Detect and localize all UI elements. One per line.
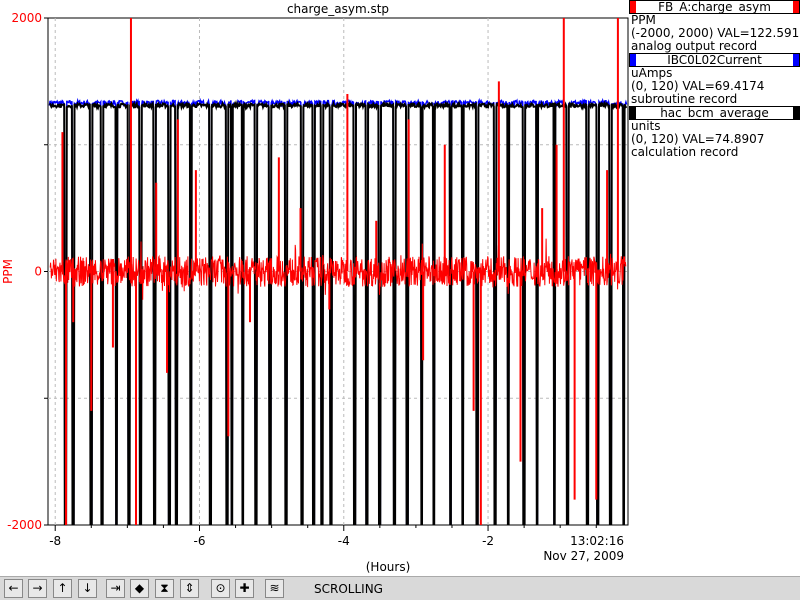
y-axis-label: PPM (1, 259, 15, 284)
zoom-x-in-icon[interactable]: ⇥ (106, 579, 125, 598)
series-units: PPM (631, 13, 656, 27)
series-record-type: calculation record (631, 145, 739, 159)
series-color-swatch (630, 54, 636, 66)
series-record-type: analog output record (631, 39, 758, 53)
series-units: units (631, 119, 661, 133)
series-range: (0, 120) (631, 132, 679, 146)
series-range: (-2000, 2000) (631, 26, 714, 40)
strip-chart[interactable]: charge_asym.stp 2000 0 -2000 PPM -8 -6 -4 -2 13:0… (0, 0, 800, 576)
series-range-value: (-2000, 2000) VAL=122.591 (629, 27, 800, 40)
legend-series-name[interactable]: IBC0L02Current (629, 53, 800, 67)
series-value: VAL=74.8907 (682, 132, 765, 146)
x-tick-label: -2 (482, 534, 494, 548)
series-color-swatch (630, 1, 636, 13)
scroll-mode-icon[interactable]: ≋ (265, 579, 284, 598)
series-line-charge-asym (49, 238, 627, 300)
arrow-right-icon[interactable]: → (28, 579, 47, 598)
x-axis-label: (Hours) (366, 560, 411, 574)
zoom-y-in-icon[interactable]: ⧗ (155, 579, 174, 598)
time-label: 13:02:16 (570, 534, 624, 548)
chart-title: charge_asym.stp (287, 2, 389, 16)
x-tick-label: -4 (338, 534, 350, 548)
scrolling-mode-label: SCROLLING (314, 582, 383, 596)
legend: FB_A:charge_asym PPM (-2000, 2000) VAL=1… (629, 0, 800, 159)
series-name-label: FB_A:charge_asym (658, 0, 771, 14)
y-tick-label: -2000 (7, 518, 42, 532)
series-color-swatch (793, 107, 799, 119)
arrow-down-icon[interactable]: ↓ (78, 579, 97, 598)
series-color-swatch (793, 54, 799, 66)
legend-entry-charge-asym[interactable]: FB_A:charge_asym PPM (-2000, 2000) VAL=1… (629, 0, 800, 53)
x-tick-label: -6 (194, 534, 206, 548)
series-units: uAmps (631, 66, 673, 80)
y-tick-label: 2000 (11, 11, 42, 25)
zoom-y-out-icon[interactable]: ⇕ (180, 579, 199, 598)
series-value: VAL=122.591 (717, 26, 800, 40)
series-range-value: (0, 120) VAL=74.8907 (629, 133, 800, 146)
date-label: Nov 27, 2009 (543, 549, 624, 563)
series-name-label: hac_bcm_average (660, 106, 769, 120)
x-tick-label: -8 (49, 534, 61, 548)
series-value: VAL=69.4174 (682, 79, 765, 93)
series-color-swatch (630, 107, 636, 119)
auto-scale-icon[interactable]: ⊙ (211, 579, 230, 598)
series-color-swatch (793, 1, 799, 13)
series-layer (48, 18, 628, 525)
series-range-value: (0, 120) VAL=69.4174 (629, 80, 800, 93)
legend-series-name[interactable]: FB_A:charge_asym (629, 0, 800, 14)
legend-entry-bcm-average[interactable]: hac_bcm_average units (0, 120) VAL=74.89… (629, 106, 800, 159)
arrow-up-icon[interactable]: ↑ (53, 579, 72, 598)
series-line-bcm-average (49, 99, 628, 525)
series-name-label: IBC0L02Current (667, 53, 762, 67)
legend-series-name[interactable]: hac_bcm_average (629, 106, 800, 120)
toolbar: ← → ↑ ↓ ⇥ ◆ ⧗ ⇕ ⊙ ✚ ≋ SCROLLING (0, 576, 800, 600)
series-range: (0, 120) (631, 79, 679, 93)
pan-icon[interactable]: ✚ (235, 579, 254, 598)
series-record-type: subroutine record (631, 92, 738, 106)
y-tick-label: 0 (34, 265, 42, 279)
legend-entry-ibc-current[interactable]: IBC0L02Current uAmps (0, 120) VAL=69.417… (629, 53, 800, 106)
zoom-x-out-icon[interactable]: ◆ (130, 579, 149, 598)
arrow-left-icon[interactable]: ← (4, 579, 23, 598)
